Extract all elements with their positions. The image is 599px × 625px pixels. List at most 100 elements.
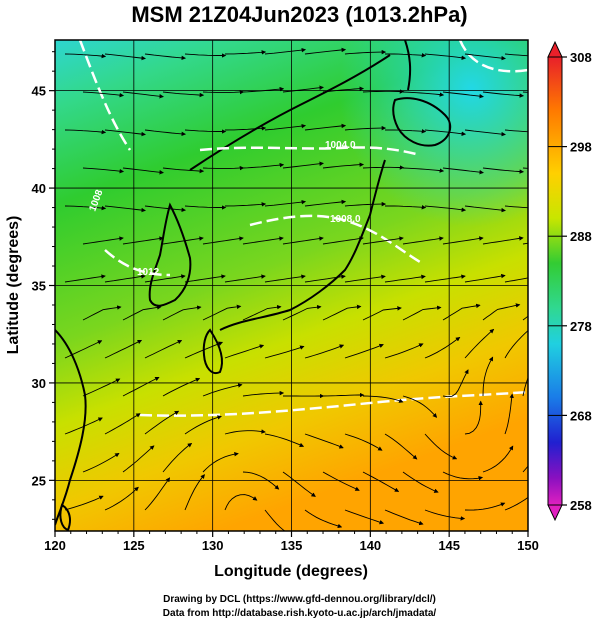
isobar-label-1004: 1004.0: [325, 140, 356, 151]
streamline: [424, 274, 466, 283]
streamline: [442, 236, 484, 245]
colorbar-tick-label: 278: [570, 319, 592, 334]
streamline: [202, 304, 242, 321]
streamline: [162, 305, 202, 321]
colorbar: 308 298 288 278 268 258: [547, 40, 592, 522]
isobar-1004: [199, 146, 421, 157]
streamline: [464, 400, 483, 435]
coastline-kyushu: [202, 328, 223, 374]
x-tick-label: 130: [202, 538, 224, 553]
streamline: [64, 340, 103, 359]
y-tick-label: 40: [32, 181, 46, 196]
streamline: [64, 53, 107, 59]
streamline: [464, 53, 506, 61]
streamline: [144, 274, 186, 283]
streamline: [344, 201, 387, 207]
streamline: [264, 274, 306, 283]
streamline: [104, 129, 146, 137]
streamline: [304, 199, 347, 207]
streamline: [202, 165, 245, 171]
streamline: [122, 167, 164, 175]
streamline: [224, 429, 266, 435]
streamline: [162, 91, 205, 98]
colorbar-min-arrow: [547, 504, 563, 522]
streamline: [264, 509, 286, 531]
streamline: [184, 274, 226, 283]
streamline: [144, 205, 187, 213]
streamline: [424, 433, 458, 460]
streamline: [482, 303, 521, 321]
streamline: [202, 451, 239, 473]
x-tick-label: 145: [438, 538, 460, 553]
streamline: [402, 395, 438, 418]
coastline-sakhalin: [404, 40, 412, 91]
streamline: [402, 236, 444, 245]
streamline: [144, 340, 183, 359]
streamline: [424, 509, 466, 521]
x-tick-label: 120: [44, 538, 66, 553]
x-tick-label: 135: [281, 538, 303, 553]
streamline: [504, 393, 514, 435]
isobar-label-1008: 1008.0: [330, 214, 361, 225]
streamline: [82, 91, 125, 98]
streamline: [122, 236, 164, 245]
streamline: [122, 305, 162, 321]
streamline: [322, 392, 365, 398]
colorbar-tick-label: 298: [570, 140, 592, 155]
streamline: [82, 167, 125, 174]
isobar-1008: [249, 214, 421, 264]
streamline: [282, 85, 324, 93]
x-tick-label: 140: [359, 538, 381, 553]
streamline: [162, 377, 201, 397]
streamline: [385, 129, 427, 134]
streamline: [322, 304, 362, 321]
streamline: [424, 336, 461, 359]
streamline: [264, 433, 305, 447]
streamline: [144, 129, 187, 137]
streamline: [104, 205, 146, 213]
colorbar-tick-label: 308: [570, 50, 592, 65]
streamline: [304, 509, 343, 529]
streamline: [304, 274, 346, 283]
isobar-west: [78, 40, 132, 151]
streamline: [464, 273, 506, 283]
colorbar-scale: [547, 56, 563, 506]
coastline-hokkaido: [392, 97, 452, 147]
streamline: [224, 50, 267, 55]
y-axis: 25 30 35 40 45: [32, 51, 55, 520]
streamline: [464, 328, 495, 359]
streamline: [504, 53, 528, 57]
coastline-honshu: [219, 159, 386, 331]
credit-drawing: Drawing by DCL (https://www.gfd-dennou.o…: [163, 594, 436, 605]
isobars: [78, 40, 528, 417]
streamline: [344, 509, 385, 525]
isobar-ne-loop: [458, 40, 528, 73]
streamline: [344, 343, 384, 359]
streamline: [464, 129, 506, 137]
streamline: [402, 305, 442, 321]
streamline: [242, 236, 284, 245]
streamline: [82, 452, 120, 473]
streamline: [504, 496, 528, 511]
streamline: [264, 47, 307, 55]
streamline: [82, 378, 121, 397]
streamline: [82, 305, 122, 321]
streamline: [384, 343, 424, 359]
streamline: [242, 471, 280, 490]
streamline: [482, 91, 525, 98]
streamline: [344, 274, 386, 283]
streamline: [184, 53, 227, 58]
streamline: [242, 86, 285, 93]
colorbar-ticks: 308 298 288 278 268 258: [548, 50, 592, 513]
streamline: [304, 433, 344, 449]
streamline: [224, 494, 258, 511]
streamline: [224, 274, 266, 283]
streamline: [482, 445, 514, 473]
streamline: [362, 306, 402, 321]
map-title: MSM 21Z04Jun2023 (1013.2hPa): [131, 2, 468, 27]
streamline: [184, 415, 222, 435]
colorbar-max-arrow: [547, 40, 563, 58]
streamline: [402, 91, 445, 97]
streamline: [522, 376, 528, 397]
streamline: [224, 344, 265, 359]
